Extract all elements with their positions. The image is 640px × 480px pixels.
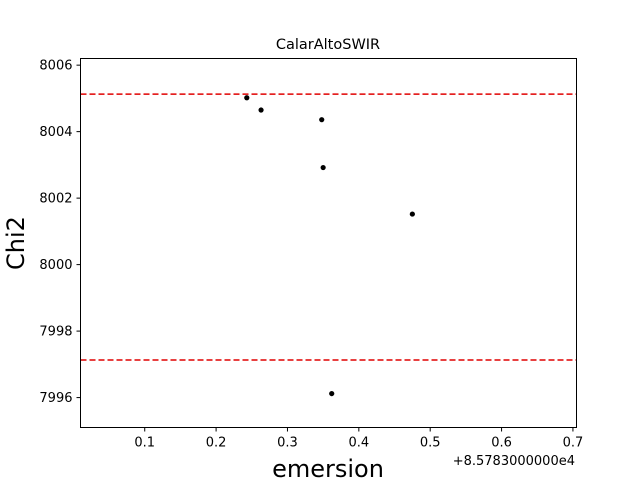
x-tick-label: 0.1	[134, 436, 155, 451]
x-tick-label: 0.7	[563, 436, 584, 451]
x-axis: 0.1 0.2 0.3 0.4 0.5 0.6 0.7	[134, 427, 584, 451]
x-tick-label: 0.2	[206, 436, 227, 451]
x-tick-label: 0.6	[491, 436, 512, 451]
x-tick-label: 0.3	[277, 436, 298, 451]
y-tick-label: 8000	[39, 258, 72, 273]
y-tick-label: 8002	[39, 192, 72, 207]
data-point	[258, 107, 264, 113]
data-point	[244, 95, 250, 101]
y-tick-label: 8004	[39, 125, 72, 140]
data-point	[329, 390, 335, 397]
y-axis-label: Chi2	[2, 216, 30, 270]
y-tick-label: 7998	[39, 325, 72, 340]
y-axis: 7996 7998 8000 8002 8004 8006	[39, 59, 81, 406]
y-tick-label: 8006	[39, 59, 72, 74]
y-tick-label: 7996	[39, 391, 72, 406]
data-point	[320, 164, 326, 171]
x-tick-label: 0.4	[348, 436, 369, 451]
plot-area	[80, 93, 577, 397]
axes-frame	[80, 58, 577, 428]
x-axis-offset-label: +8.5783000000e4	[453, 454, 575, 469]
data-point	[319, 117, 325, 123]
chart-title: CalarAltoSWIR	[276, 37, 380, 53]
x-tick-label: 0.5	[420, 436, 441, 451]
data-point	[409, 211, 415, 217]
x-axis-label: emersion	[272, 455, 384, 480]
